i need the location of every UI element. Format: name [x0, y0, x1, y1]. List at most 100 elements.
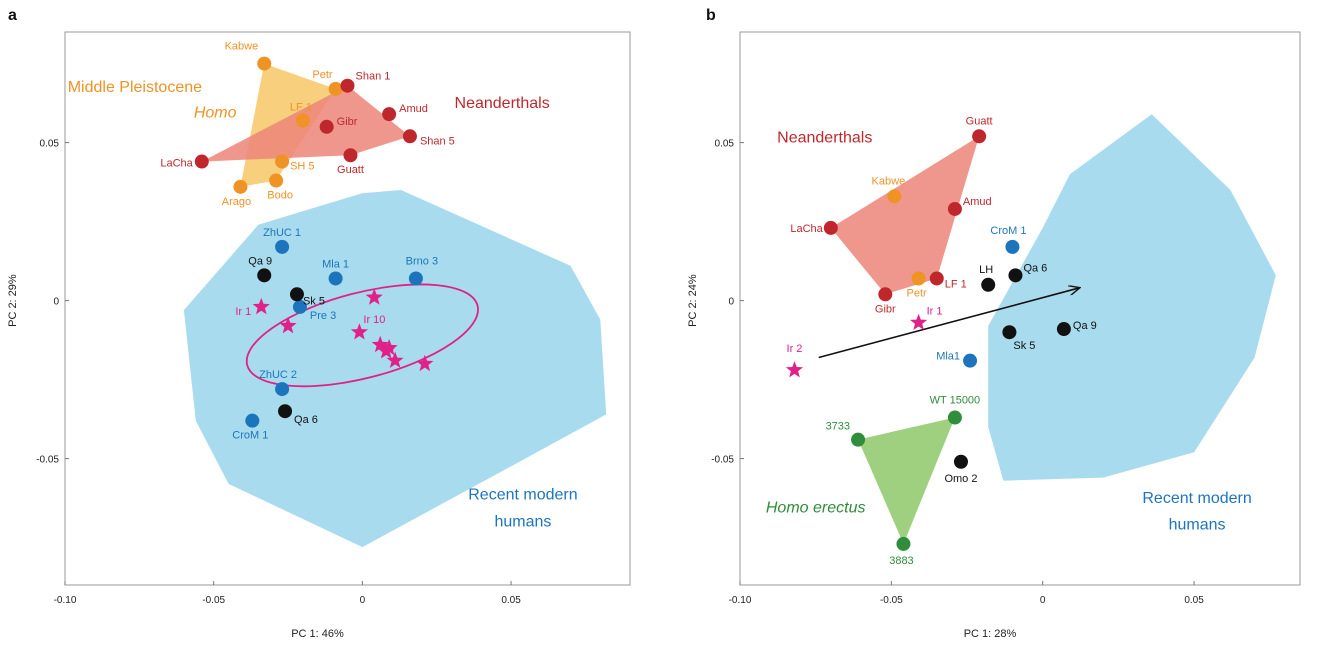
data-point [275, 239, 290, 254]
group-label: humans [494, 514, 551, 531]
star-marker [416, 354, 434, 372]
data-point [257, 56, 272, 71]
erectus-hull [858, 417, 955, 544]
point-label: CroM 1 [232, 430, 268, 442]
y-tick-label: 0.05 [715, 139, 735, 150]
trend-arrow [818, 288, 1079, 359]
point-label: Bodo [267, 190, 293, 202]
point-label: Ir 10 [363, 314, 385, 326]
point-label: Amud [399, 103, 428, 115]
star-marker [365, 288, 383, 305]
panel-b: b -0.10 -0.05 0 0.05 -0.05 0 0.05 PC 1: 28% PC 2:… [687, 7, 1301, 640]
x-axis-label: PC 1: 46% [291, 628, 344, 640]
data-point [823, 220, 838, 235]
modern-hull [988, 114, 1276, 481]
y-axis-label: PC 2: 29% [7, 274, 19, 327]
star-marker [350, 323, 368, 340]
point-label: Pre 3 [310, 310, 336, 322]
point-label: Arago [222, 196, 251, 208]
group-label: Homo erectus [766, 499, 866, 516]
data-point [887, 189, 902, 204]
point-label: LaCha [790, 223, 823, 235]
point-label: Guatt [337, 164, 364, 176]
data-point [257, 268, 272, 283]
modern-hull [183, 190, 607, 548]
data-point [245, 413, 260, 428]
plot-frame [64, 31, 631, 586]
data-point [851, 432, 866, 447]
point-label: Ir 2 [787, 343, 803, 355]
star-marker [279, 316, 297, 334]
data-point [963, 353, 978, 368]
point-label: ZhUC 2 [259, 369, 297, 381]
star-marker [371, 335, 389, 353]
data-point [408, 271, 423, 286]
point-label: Sk 5 [1013, 340, 1035, 352]
data-point [278, 404, 293, 419]
star-marker [386, 351, 404, 368]
data-point [275, 382, 290, 397]
star-marker [910, 313, 928, 330]
data-point [328, 271, 343, 286]
x-tick-label: 0.05 [501, 595, 521, 606]
point-label: Qa 6 [1023, 262, 1047, 274]
point-label: Gibr [337, 116, 358, 128]
data-point [1056, 322, 1071, 337]
point-label: Omo 2 [944, 473, 977, 485]
point-label: Ir 1 [235, 306, 251, 318]
y-tick-label: -0.05 [711, 455, 734, 466]
point-label: Mla 1 [322, 258, 349, 270]
point-label: Gibr [875, 303, 896, 315]
point-label: CroM 1 [990, 225, 1026, 237]
data-point [929, 271, 944, 286]
point-label: LF 1 [290, 101, 312, 113]
point-label: Ir 1 [927, 306, 943, 318]
x-tick-label: 0 [1040, 595, 1046, 606]
x-tick-label: 0 [360, 595, 366, 606]
data-point [402, 129, 417, 144]
y-tick-label: 0.05 [40, 139, 60, 150]
point-label: Amud [963, 196, 992, 208]
group-label: Homo [194, 104, 237, 121]
point-label: Brno 3 [406, 255, 438, 267]
point-label: Kabwe [872, 175, 906, 187]
x-tick-label: -0.05 [202, 595, 225, 606]
data-point [194, 154, 209, 169]
group-label: Recent modern [468, 487, 577, 504]
data-point [981, 277, 996, 292]
star-marker [252, 297, 270, 315]
panel-letter: a [8, 7, 17, 24]
point-label: 3883 [889, 555, 913, 567]
iwo-eleru-ellipse [245, 283, 479, 388]
star-marker [380, 339, 398, 356]
data-point [911, 271, 926, 286]
point-label: SH 5 [290, 161, 314, 173]
point-label: Qa 6 [294, 414, 318, 426]
point-label: LF 1 [945, 278, 967, 290]
data-point [340, 78, 355, 93]
star-marker [785, 361, 803, 378]
group-label: Neanderthals [455, 95, 550, 112]
point-label: Mla1 [936, 351, 960, 363]
data-point [1002, 325, 1017, 340]
y-axis-label: PC 2: 24% [687, 274, 699, 327]
y-tick-label: -0.05 [36, 455, 59, 466]
data-point [896, 536, 911, 551]
point-label: 3733 [826, 421, 850, 433]
data-point [1008, 268, 1023, 283]
x-tick-label: -0.05 [880, 595, 903, 606]
point-label: Sk 5 [303, 295, 325, 307]
x-tick-label: 0.05 [1184, 595, 1204, 606]
plot-frame [739, 31, 1301, 586]
y-tick-label: 0 [728, 297, 734, 308]
x-tick-label: -0.10 [54, 595, 77, 606]
data-point [947, 201, 962, 216]
data-point [289, 287, 304, 302]
point-label: ZhUC 1 [263, 227, 301, 239]
data-point [269, 173, 284, 188]
data-point [275, 154, 290, 169]
data-point [1005, 239, 1020, 254]
group-label: Neanderthals [777, 130, 872, 147]
group-label: Recent modern [1142, 490, 1251, 507]
